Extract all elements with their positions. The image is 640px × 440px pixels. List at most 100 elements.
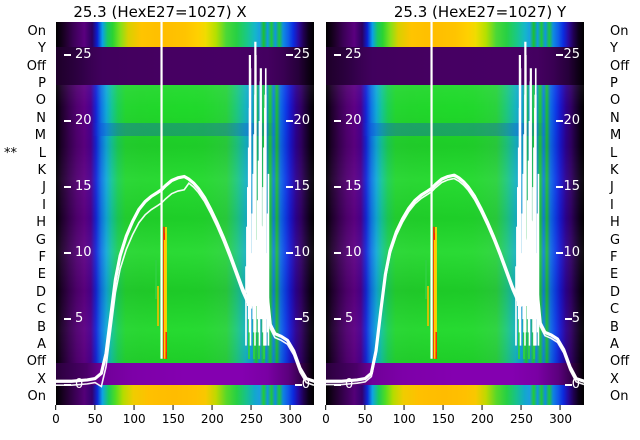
x-tick-0: 0 <box>52 405 60 426</box>
x-tick-200: 200 <box>201 405 224 426</box>
x-tick-250: 250 <box>510 405 533 426</box>
y-tick-mark <box>564 383 572 386</box>
y-tick-mark <box>334 185 341 188</box>
y-tick-mark <box>294 383 302 386</box>
body-streak <box>362 123 548 136</box>
y-tick-label: 25 <box>293 47 310 63</box>
category-marker-asterisk: ** <box>4 145 17 161</box>
y-tick-5-l: 5 <box>64 312 83 325</box>
x-tick-mark <box>211 405 213 410</box>
trace-main-line <box>56 174 314 383</box>
x-tick-50: 50 <box>87 405 103 426</box>
y-tick-label: 5 <box>571 311 580 327</box>
y-tick-mark <box>334 317 341 320</box>
y-tick-25-l: 25 <box>334 48 362 61</box>
category-label-k-8: K <box>610 162 619 178</box>
category-label-m-6: M <box>34 128 46 144</box>
y-tick-mark <box>64 185 71 188</box>
y-tick-label: 15 <box>293 179 310 195</box>
category-label-on-21: On <box>27 389 46 405</box>
heatmap-needle-4 <box>155 259 158 300</box>
heatmap-band-dark-gap <box>326 47 584 85</box>
y-tick-25-r: 25 <box>282 48 310 61</box>
x-tick-250: 250 <box>240 405 263 426</box>
y-tick-20-l: 20 <box>64 114 92 127</box>
category-label-o-4: O <box>610 93 621 109</box>
category-label-j-9: J <box>610 180 614 196</box>
category-label-off-2: Off <box>26 58 46 74</box>
y-tick-mark <box>334 53 341 56</box>
y-tick-0-l: 0 <box>334 378 353 391</box>
y-tick-mark <box>64 53 71 56</box>
category-label-c-16: C <box>610 302 620 318</box>
y-tick-mark <box>64 383 71 386</box>
x-tick-label: 250 <box>240 412 263 426</box>
x-tick-mark <box>133 405 135 410</box>
category-label-m-6: M <box>610 128 622 144</box>
category-label-off-19: Off <box>26 354 46 370</box>
category-label-b-17: B <box>37 319 46 335</box>
heatmap-needle-1 <box>165 226 168 353</box>
y-tick-15-l: 15 <box>334 180 362 193</box>
category-label-e-14: E <box>610 267 619 283</box>
category-label-i-10: I <box>610 197 614 213</box>
y-tick-label: 10 <box>75 245 92 261</box>
x-tick-label: 0 <box>52 412 60 426</box>
x-tick-100: 100 <box>393 405 416 426</box>
y-tick-mark <box>334 383 341 386</box>
y-tick-mark <box>334 251 341 254</box>
category-label-p-3: P <box>610 75 618 91</box>
y-tick-5-r: 5 <box>561 312 580 325</box>
overlay-trace-y <box>326 22 584 386</box>
y-tick-10-l: 10 <box>334 246 362 259</box>
heatmap-band-purple-gap <box>56 363 314 385</box>
x-tick-label: 100 <box>122 412 146 426</box>
y-tick-mark <box>294 317 302 320</box>
x-tick-label: 300 <box>279 412 302 426</box>
heatmap-band-top-rainbow <box>56 22 314 47</box>
y-tick-label: 5 <box>345 311 354 327</box>
y-tick-10-l: 10 <box>64 246 92 259</box>
category-label-d-15: D <box>35 284 46 300</box>
y-tick-label: 5 <box>301 311 310 327</box>
x-tick-mark <box>94 405 96 410</box>
overlay-trace-x <box>56 22 314 388</box>
y-tick-mark <box>556 119 564 122</box>
category-label-y-1: Y <box>38 41 46 57</box>
x-tick-50: 50 <box>357 405 373 426</box>
category-label-h-11: H <box>36 215 46 231</box>
y-tick-label: 0 <box>345 377 354 393</box>
panel-y-title: 25.3 (HexE27=1027) Y <box>393 3 567 21</box>
y-tick-mark <box>286 119 294 122</box>
heatmap-band-top-rainbow <box>326 22 584 47</box>
heatmap-band-dark-gap <box>56 47 314 85</box>
heatmap-band-bottom-rainbow <box>326 385 584 405</box>
y-tick-10-r: 10 <box>282 246 310 259</box>
category-label-off-2: Off <box>610 58 630 74</box>
y-tick-mark <box>64 119 71 122</box>
y-tick-15-r: 15 <box>552 180 580 193</box>
y-tick-label: 15 <box>75 179 92 195</box>
x-tick-label: 150 <box>161 412 185 426</box>
category-label-x-20: X <box>610 371 619 387</box>
panel-x-plot-area: 0 0 5 5 10 10 15 15 20 20 25 25 <box>56 22 314 405</box>
y-tick-label: 20 <box>75 113 92 129</box>
x-tick-mark <box>520 405 522 410</box>
y-tick-label: 25 <box>345 47 362 63</box>
category-label-k-8: K <box>37 162 46 178</box>
category-label-f-13: F <box>38 250 46 266</box>
category-label-c-16: C <box>36 302 46 318</box>
heatmap-band-bottom-rainbow <box>56 385 314 405</box>
x-tick-label: 150 <box>431 412 455 426</box>
x-tick-label: 200 <box>470 412 494 426</box>
x-tick-mark <box>403 405 405 410</box>
panel-x: 25.3 (HexE27=1027) X 0 0 5 5 10 10 15 15 20 20 25 2… <box>52 3 314 435</box>
y-tick-label: 5 <box>75 311 84 327</box>
x-tick-mark <box>364 405 366 410</box>
category-label-a-18: A <box>37 337 46 353</box>
y-tick-label: 25 <box>75 47 92 63</box>
y-tick-0-r: 0 <box>291 378 310 391</box>
y-tick-20-l: 20 <box>334 114 362 127</box>
y-tick-label: 0 <box>301 377 310 393</box>
x-axis-panel-x: 0 50 100 150 200 250 300 <box>52 405 314 435</box>
